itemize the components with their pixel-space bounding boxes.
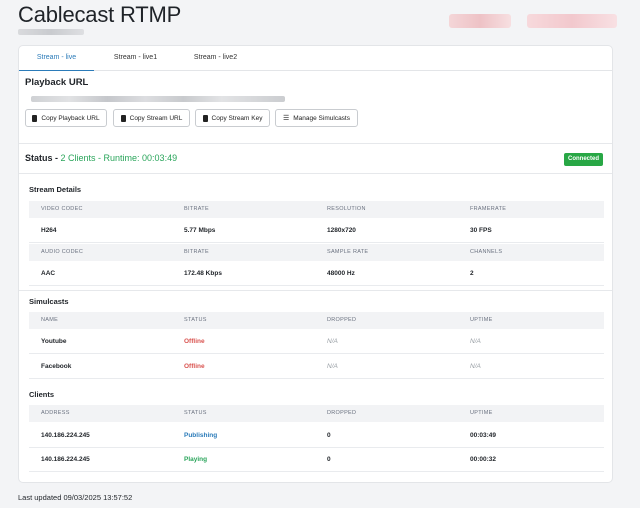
column-header: SAMPLE RATE xyxy=(327,249,369,255)
divider xyxy=(19,290,612,291)
stream-tabs: Stream - live Stream - live1 Stream - li… xyxy=(19,46,612,71)
table-row: 140.186.224.245 Playing 0 00:00:32 xyxy=(29,448,604,472)
clipboard-icon xyxy=(32,114,38,122)
stream-card: Stream - live Stream - live1 Stream - li… xyxy=(18,45,613,483)
divider xyxy=(19,173,612,174)
column-header: DROPPED xyxy=(327,410,357,416)
simulcast-uptime: N/A xyxy=(470,338,481,345)
clients-heading: Clients xyxy=(29,390,55,399)
stream-details-heading: Stream Details xyxy=(29,185,82,194)
simulcast-dropped: N/A xyxy=(327,338,338,345)
client-dropped: 0 xyxy=(327,456,331,463)
client-uptime: 00:03:49 xyxy=(470,432,497,439)
connected-badge: Connected xyxy=(564,153,603,166)
simulcast-status: Offline xyxy=(184,338,205,345)
simulcast-name: Youtube xyxy=(41,338,67,345)
table-row: Youtube Offline N/A N/A xyxy=(29,330,604,354)
status-summary: 2 Clients - Runtime: 00:03:49 xyxy=(60,153,178,163)
client-dropped: 0 xyxy=(327,432,331,439)
page-title: Cablecast RTMP xyxy=(18,2,182,27)
video-table-header: VIDEO CODEC BITRATE RESOLUTION FRAMERATE xyxy=(29,201,604,218)
simulcast-dropped: N/A xyxy=(327,363,338,370)
tab-stream-live[interactable]: Stream - live xyxy=(19,46,94,71)
clipboard-icon xyxy=(120,114,126,122)
video-bitrate-value: 5.77 Mbps xyxy=(184,227,216,234)
audio-bitrate-value: 172.48 Kbps xyxy=(184,270,222,277)
client-status: Playing xyxy=(184,456,208,463)
column-header: AUDIO CODEC xyxy=(41,249,84,255)
table-row: 140.186.224.245 Publishing 0 00:03:49 xyxy=(29,424,604,448)
tab-stream-live1[interactable]: Stream - live1 xyxy=(113,54,158,61)
copy-playback-url-button[interactable]: Copy Playback URL xyxy=(25,109,107,127)
channels-value: 2 xyxy=(470,270,474,277)
client-address: 140.186.224.245 xyxy=(41,432,90,439)
list-icon: ☰ xyxy=(282,114,290,122)
tab-stream-live2[interactable]: Stream - live2 xyxy=(193,54,238,61)
manage-simulcasts-label: Manage Simulcasts xyxy=(293,114,350,122)
clipboard-icon xyxy=(202,114,208,122)
video-codec-value: H264 xyxy=(41,227,57,234)
table-row: AAC 172.48 Kbps 48000 Hz 2 xyxy=(29,262,604,286)
divider xyxy=(19,143,612,144)
status-line: Status - 2 Clients - Runtime: 00:03:49 xyxy=(25,153,177,163)
redacted-header-item xyxy=(449,14,511,28)
playback-url-heading: Playback URL xyxy=(25,77,89,88)
simulcasts-table-header: NAME STATUS DROPPED UPTIME xyxy=(29,312,604,329)
redacted-playback-url xyxy=(31,96,285,102)
copy-stream-key-button[interactable]: Copy Stream Key xyxy=(195,109,270,127)
copy-stream-url-label: Copy Stream URL xyxy=(129,114,183,122)
clients-table-header: ADDRESS STATUS DROPPED UPTIME xyxy=(29,405,604,422)
copy-stream-key-label: Copy Stream Key xyxy=(211,114,263,122)
copy-playback-url-label: Copy Playback URL xyxy=(41,114,100,122)
column-header: CHANNELS xyxy=(470,249,503,255)
column-header: RESOLUTION xyxy=(327,206,366,212)
table-row: H264 5.77 Mbps 1280x720 30 FPS xyxy=(29,219,604,243)
client-uptime: 00:00:32 xyxy=(470,456,497,463)
sample-rate-value: 48000 Hz xyxy=(327,270,355,277)
redacted-header-item xyxy=(527,14,617,28)
column-header: BITRATE xyxy=(184,249,209,255)
simulcast-uptime: N/A xyxy=(470,363,481,370)
column-header: STATUS xyxy=(184,317,207,323)
manage-simulcasts-button[interactable]: ☰ Manage Simulcasts xyxy=(275,109,358,127)
copy-stream-url-button[interactable]: Copy Stream URL xyxy=(113,109,190,127)
simulcasts-heading: Simulcasts xyxy=(29,297,69,306)
column-header: UPTIME xyxy=(470,317,493,323)
client-address: 140.186.224.245 xyxy=(41,456,90,463)
status-label: Status - xyxy=(25,153,61,163)
column-header: UPTIME xyxy=(470,410,493,416)
column-header: FRAMERATE xyxy=(470,206,507,212)
audio-codec-value: AAC xyxy=(41,270,56,277)
redacted-subtitle xyxy=(18,29,84,35)
table-row: Facebook Offline N/A N/A xyxy=(29,355,604,379)
column-header: DROPPED xyxy=(327,317,357,323)
last-updated: Last updated 09/03/2025 13:57:52 xyxy=(18,493,133,502)
column-header: ADDRESS xyxy=(41,410,70,416)
simulcast-status: Offline xyxy=(184,363,205,370)
framerate-value: 30 FPS xyxy=(470,227,492,234)
audio-table-header: AUDIO CODEC BITRATE SAMPLE RATE CHANNELS xyxy=(29,244,604,261)
simulcast-name: Facebook xyxy=(41,363,72,370)
client-status: Publishing xyxy=(184,432,218,439)
column-header: STATUS xyxy=(184,410,207,416)
resolution-value: 1280x720 xyxy=(327,227,356,234)
column-header: NAME xyxy=(41,317,59,323)
column-header: VIDEO CODEC xyxy=(41,206,83,212)
column-header: BITRATE xyxy=(184,206,209,212)
